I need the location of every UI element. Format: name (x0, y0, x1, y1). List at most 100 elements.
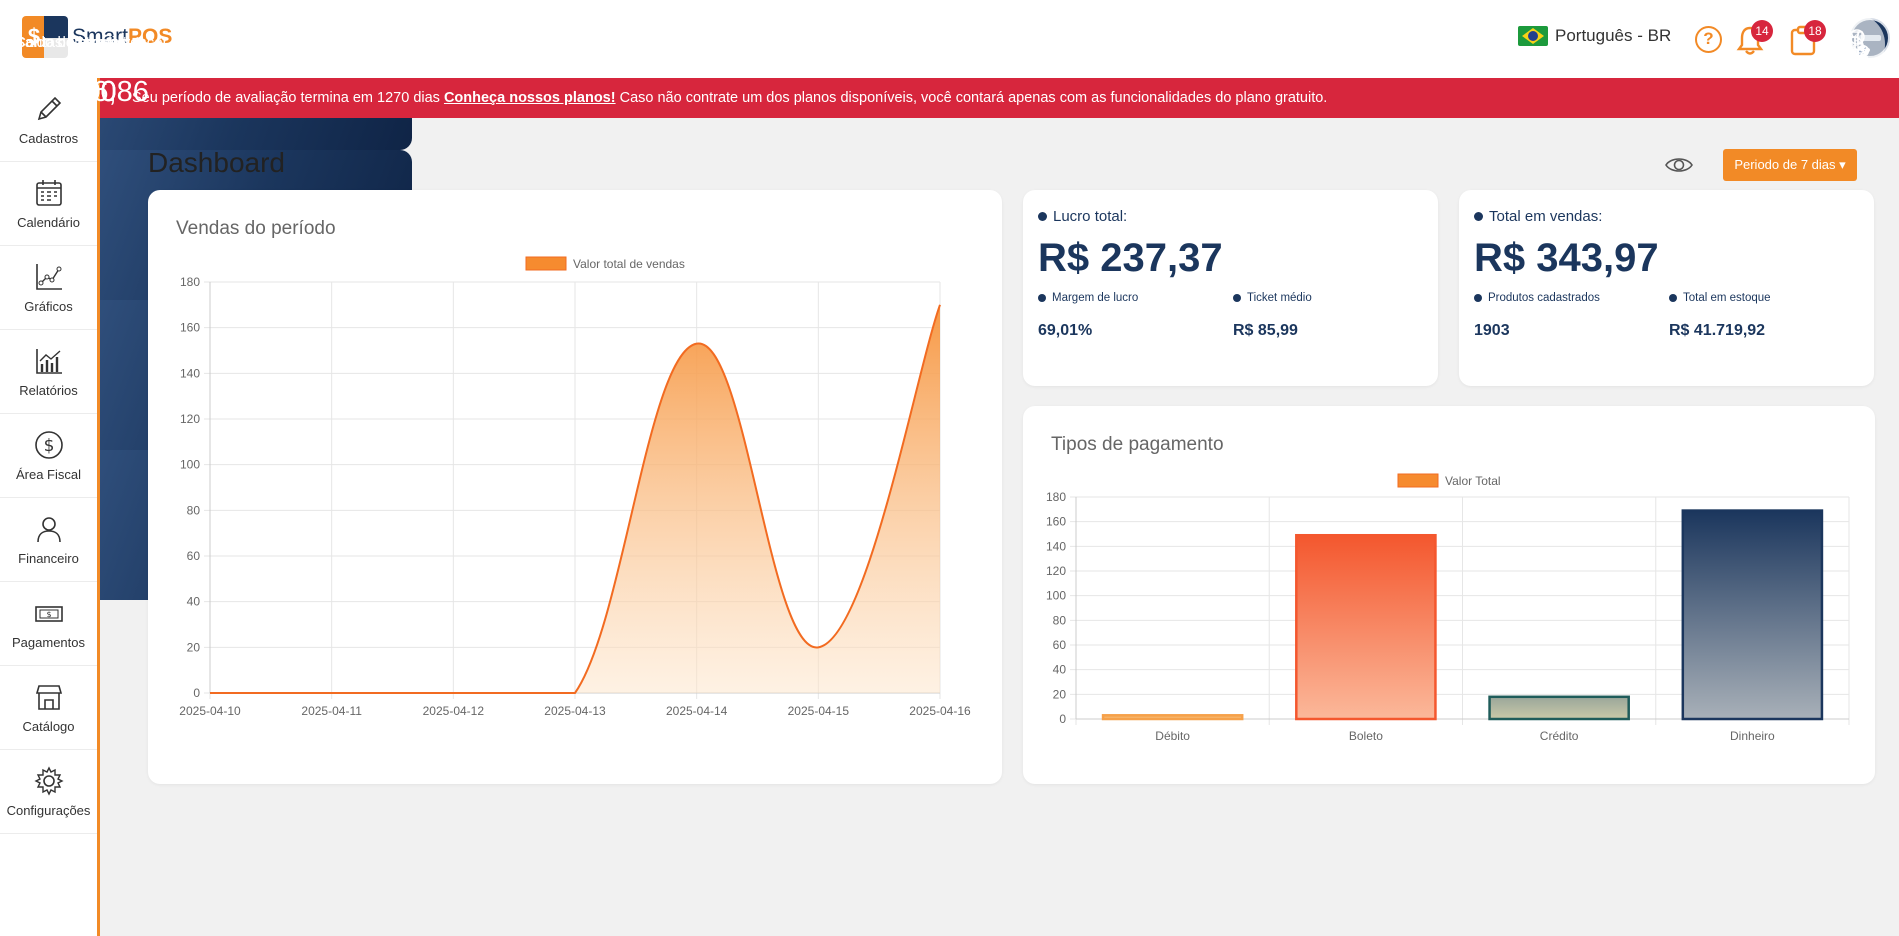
finance-value: R$ 0,00 (15, 76, 117, 108)
products-value: 1903 (1474, 322, 1510, 339)
sidebar-item-cadastros[interactable]: Cadastros (0, 78, 97, 162)
y-tick-label: 140 (180, 366, 200, 380)
sidebar-item-label: Configurações (6, 803, 91, 818)
page-title: Dashboard (148, 147, 285, 178)
store-icon (35, 685, 62, 710)
finance-icon-wrap: $ (1825, 14, 1885, 74)
calendar-icon (35, 180, 62, 206)
x-tick-label: Dinheiro (1730, 729, 1775, 743)
y-tick-label: 80 (1053, 613, 1067, 627)
sidebar-item-label: Pagamentos (12, 635, 85, 650)
notifications-button[interactable]: 14 (1735, 20, 1773, 56)
y-tick-label: 20 (1053, 687, 1067, 701)
stock-label: Total em estoque (1683, 292, 1771, 304)
sidebar-item-configuracoes[interactable]: Configurações (0, 750, 97, 834)
payment-types-card: Tipos de pagamento 0 20 40 60 80 100 120 140 160… (1023, 406, 1875, 784)
finance-value: R$ 0,00 (15, 76, 117, 108)
sales-total-value: R$ 343,97 (1474, 236, 1659, 280)
x-tick-label: 2025-04-12 (423, 704, 485, 718)
series-area (210, 304, 940, 693)
gear-icon (33, 766, 64, 796)
series-line (210, 304, 941, 694)
legend-swatch (1397, 473, 1439, 488)
svg-text:$: $ (43, 436, 54, 456)
y-tick-label: 160 (180, 321, 200, 335)
y-tick-label: 180 (180, 275, 200, 289)
y-tick-label: 160 (1046, 515, 1066, 529)
logo[interactable]: $ SmartPOS (22, 16, 172, 58)
bullet-dot (1038, 212, 1047, 221)
svg-text:$: $ (1852, 42, 1859, 55)
orders-badge: 18 (1804, 20, 1826, 42)
finance-label: Contas a receber * (15, 34, 141, 51)
sales-kpi-card: Total em vendas: R$ 343,97 Produtos cada… (1459, 190, 1874, 386)
sidebar-item-graficos[interactable]: Gráficos (0, 246, 97, 330)
y-tick-label: 80 (187, 503, 201, 517)
sidebar-item-label: Financeiro (18, 551, 79, 566)
toggle-visibility-button[interactable] (1664, 154, 1694, 176)
ticket-value: R$ 85,99 (1233, 322, 1298, 339)
x-tick-label: 2025-04-10 (179, 704, 241, 718)
banknote-icon: $ (34, 606, 63, 622)
y-tick-label: 120 (1046, 564, 1066, 578)
svg-text:$: $ (46, 610, 51, 619)
x-tick-label: 2025-04-13 (544, 704, 606, 718)
y-tick-label: 0 (1059, 712, 1066, 726)
pencil-icon (37, 96, 61, 121)
plans-link[interactable]: Conheça nossos planos! (443, 90, 616, 106)
y-tick-label: 0 (193, 686, 200, 700)
eye-icon (1665, 158, 1693, 172)
period-dropdown-button[interactable]: Periodo de 7 dias ▾ (1723, 149, 1857, 181)
y-tick-label: 100 (180, 458, 200, 472)
x-tick-label: 2025-04-11 (301, 704, 362, 718)
payment-types-chart: 0 20 40 60 80 100 120 140 160 180 Débito Boleto Créd… (1046, 473, 1850, 743)
bar-débito (1101, 714, 1244, 721)
stock-value: R$ 41.719,92 (1669, 322, 1766, 339)
products-label: Produtos cadastrados (1488, 292, 1600, 304)
hand-coin-icon: $ (1840, 29, 1870, 59)
ticket-label: Ticket médio (1247, 292, 1312, 304)
sidebar-item-financeiro[interactable]: Financeiro (0, 498, 97, 582)
language-selector[interactable]: Português - BR (1518, 26, 1671, 46)
sidebar-item-label: Relatórios (19, 383, 78, 398)
sidebar-item-catalogo[interactable]: Catálogo (0, 666, 97, 750)
profit-value: R$ 237,37 (1038, 236, 1223, 280)
finance-value: R$ 156,86 (15, 76, 149, 108)
x-tick-label: Débito (1155, 729, 1190, 743)
bullet-dot (1474, 212, 1483, 221)
logo-text: SmartPOS (72, 25, 173, 48)
sidebar-item-pagamentos[interactable]: $ Pagamentos (0, 582, 97, 666)
language-label: Português - BR (1555, 26, 1672, 45)
sales-chart-title: Vendas do período (176, 218, 336, 239)
sidebar-item-calendario[interactable]: Calendário (0, 162, 97, 246)
trial-alert-banner: Seu período de avaliação termina em 1270… (100, 78, 1899, 118)
help-icon[interactable]: ? (1695, 26, 1722, 53)
y-tick-label: 100 (1046, 589, 1066, 603)
sidebar: Cadastros Calendário Gráficos Relatórios… (0, 78, 100, 936)
y-tick-label: 40 (187, 595, 201, 609)
bar-line-chart-icon (35, 349, 62, 374)
margin-label: Margem de lucro (1052, 292, 1139, 304)
bar-boleto (1295, 533, 1437, 721)
person-icon (36, 517, 61, 543)
finance-value: R$ 0,00 (15, 76, 117, 108)
profit-kpi-card: Lucro total: R$ 237,37 Margem de lucro T… (1023, 190, 1438, 386)
legend-label: Valor Total (1445, 474, 1501, 488)
legend-swatch (525, 256, 567, 271)
y-tick-label: 140 (1046, 539, 1066, 553)
bullet-dot (1474, 294, 1482, 302)
notifications-badge: 14 (1751, 20, 1773, 42)
finance-label: Contas a pagar * (15, 34, 128, 51)
x-tick-label: 2025-04-14 (666, 704, 728, 718)
alert-text-after: Caso não contrate um dos planos disponív… (615, 90, 1328, 106)
sidebar-item-area-fiscal[interactable]: $ Área Fiscal (0, 414, 97, 498)
bullet-dot (1038, 294, 1046, 302)
finance-label: Saldo de boletos (15, 34, 127, 51)
sidebar-item-relatorios[interactable]: Relatórios (0, 330, 97, 414)
sales-total-label: Total em vendas: (1489, 208, 1603, 225)
legend-label: Valor total de vendas (573, 257, 685, 271)
sidebar-item-label: Catálogo (22, 719, 75, 734)
orders-button[interactable]: 18 (1788, 20, 1826, 56)
x-tick-label: 2025-04-15 (788, 704, 850, 718)
payment-chart-title: Tipos de pagamento (1051, 434, 1224, 455)
